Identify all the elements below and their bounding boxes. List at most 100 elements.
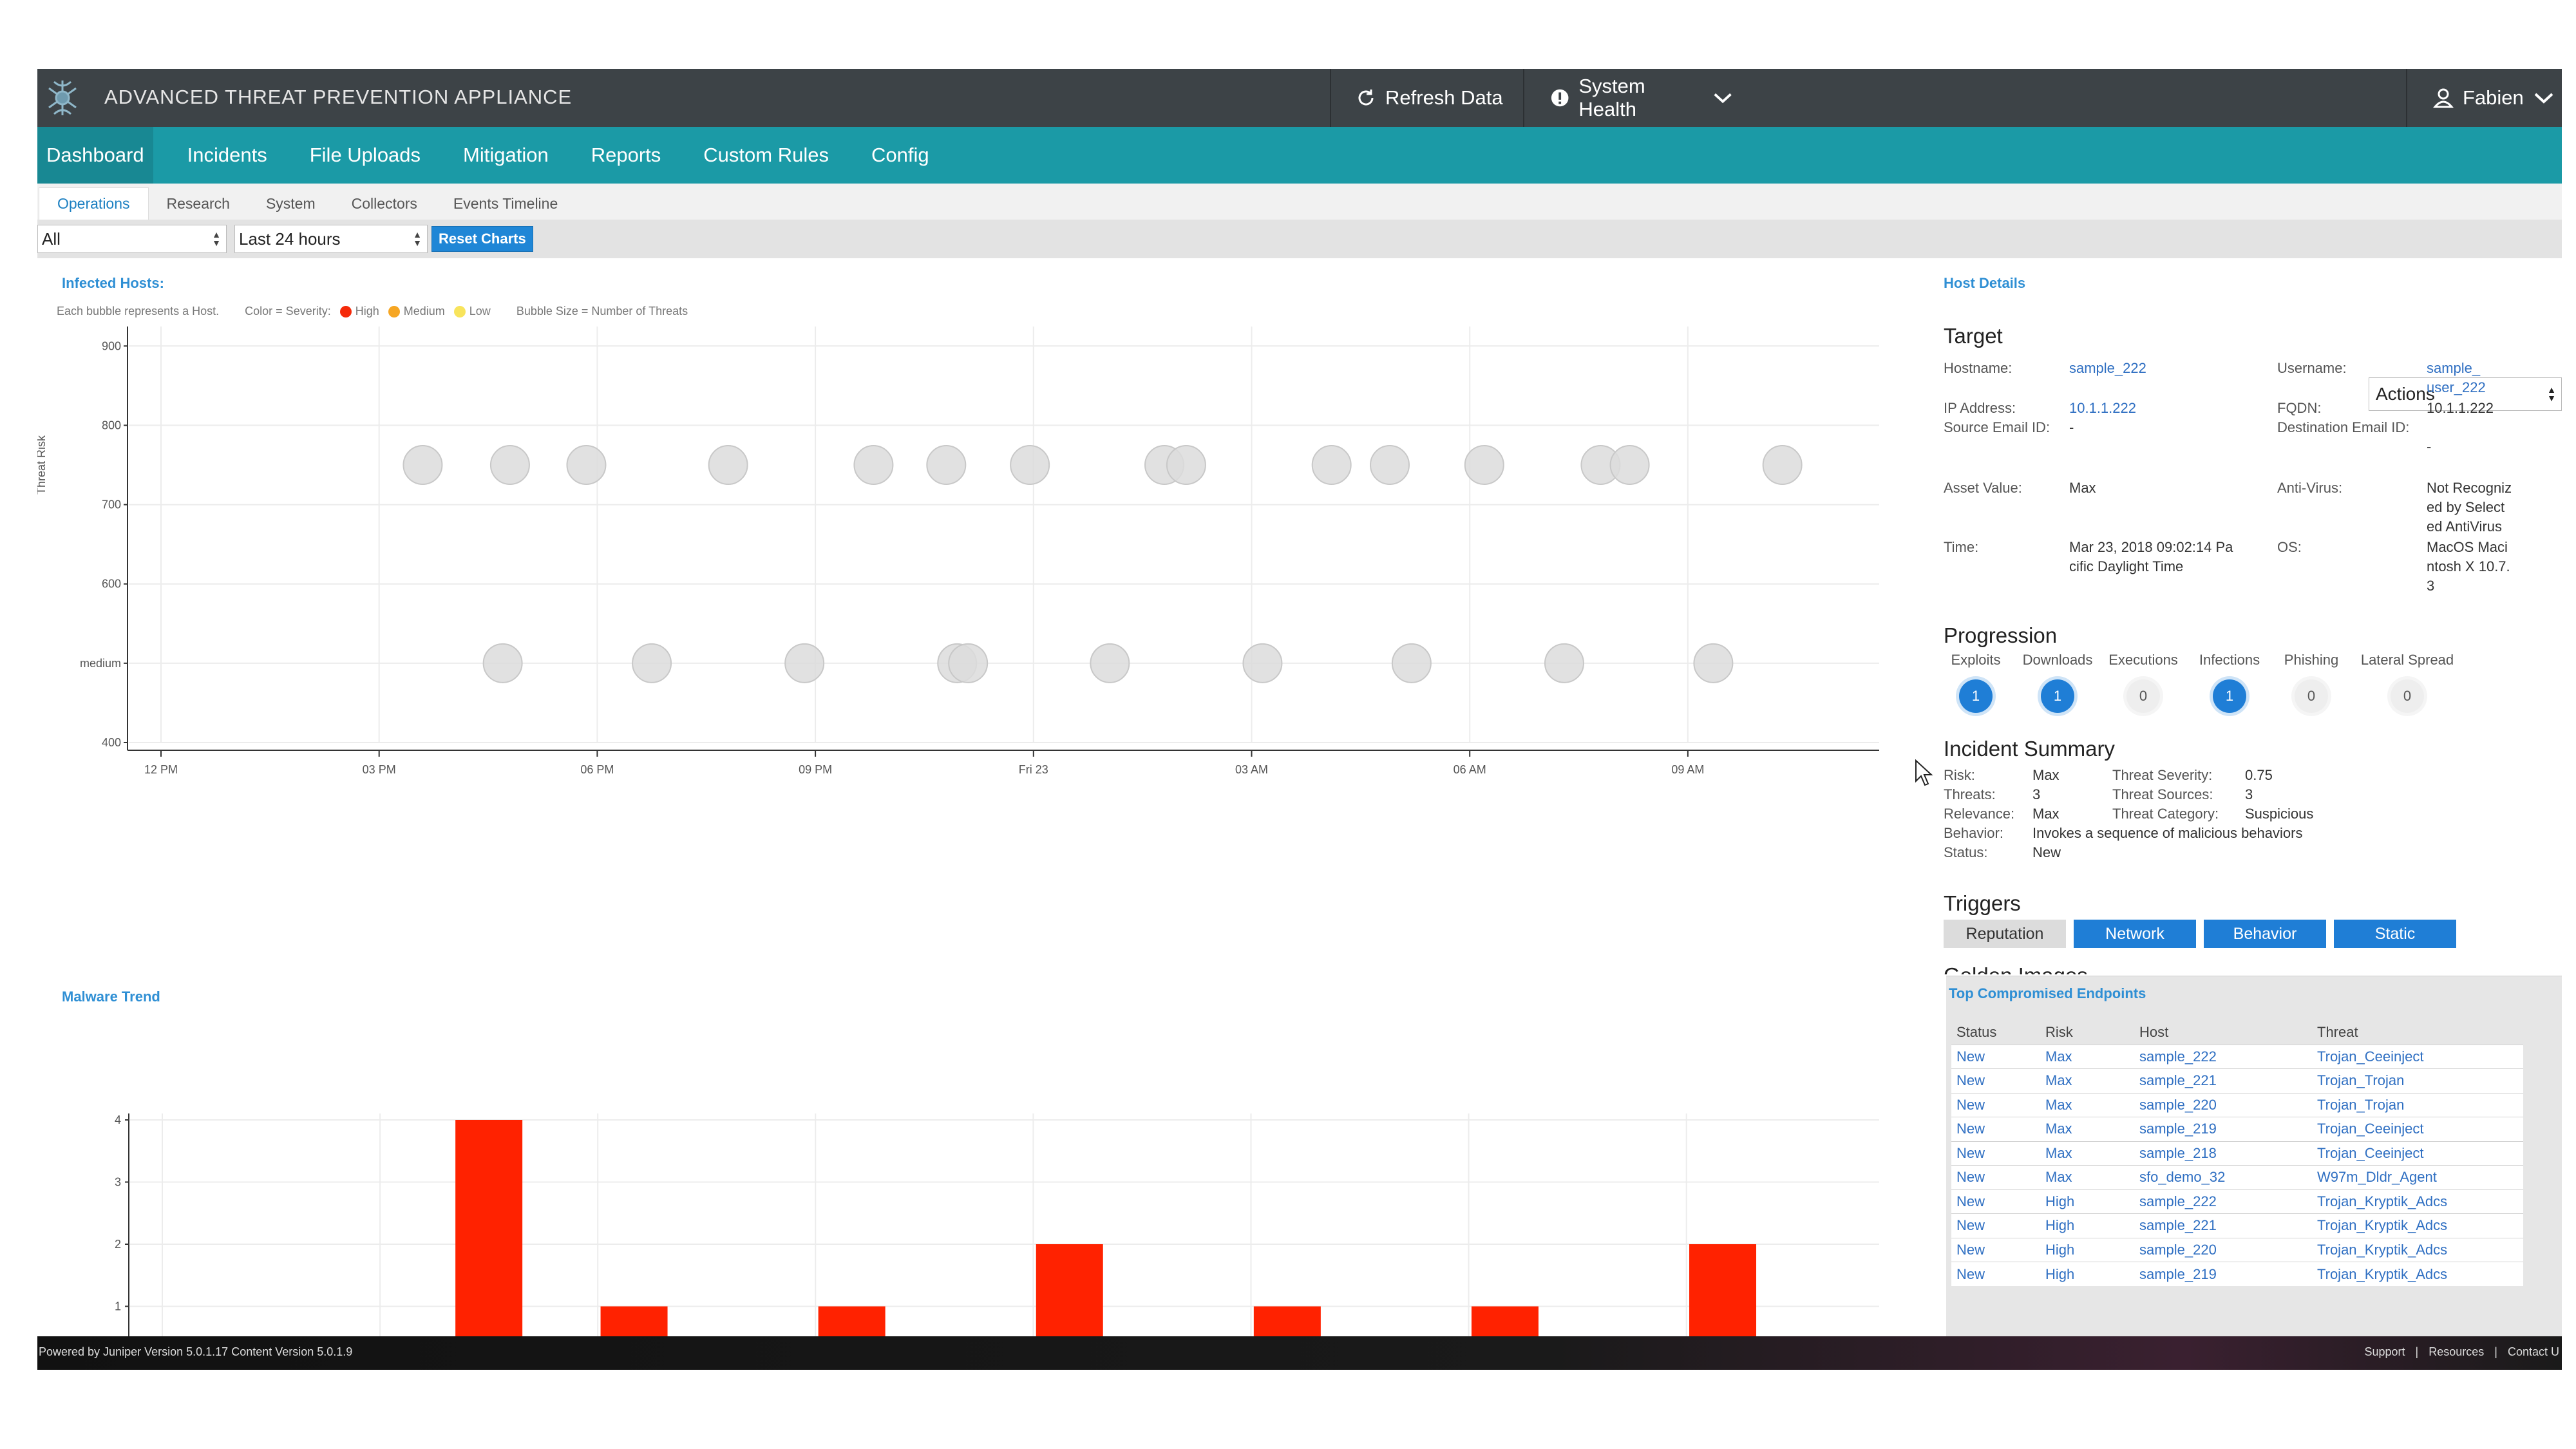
mouse-cursor-icon [1915,759,1933,786]
nav-incidents[interactable]: Incidents [187,144,267,166]
username-value-line2[interactable]: user_222 [2427,379,2486,395]
threat-cell[interactable]: Trojan_Ceeinject [2317,1044,2523,1069]
status-cell[interactable]: New [1951,1165,2045,1189]
trigger-static-button[interactable]: Static [2334,920,2456,948]
antivirus-line3: ed AntiVirus [2427,518,2503,535]
trigger-network-button[interactable]: Network [2074,920,2196,948]
threat-category-label: Threat Category: [2112,806,2219,822]
status-cell[interactable]: New [1951,1213,2045,1238]
status-cell[interactable]: New [1951,1092,2045,1117]
stage-lateral-spread-badge[interactable]: 0 [2391,679,2424,713]
threat-cell[interactable]: Trojan_Kryptik_Adcs [2317,1213,2523,1238]
col-host[interactable]: Host [2139,1023,2169,1040]
host-cell[interactable]: sample_222 [2139,1044,2317,1069]
table-row[interactable]: New Max sample_220 Trojan_Trojan [1951,1092,2523,1117]
refresh-data-button[interactable]: Refresh Data [1330,69,1523,127]
nav-mitigation[interactable]: Mitigation [463,144,549,166]
risk-cell[interactable]: Max [2045,1092,2139,1117]
status-cell[interactable]: New [1951,1044,2045,1069]
host-cell[interactable]: sfo_demo_32 [2139,1165,2317,1189]
os-line3: 3 [2427,578,2435,594]
threat-cell[interactable]: Trojan_Ceeinject [2317,1141,2523,1166]
table-row[interactable]: New Max sfo_demo_32 W97m_Dldr_Agent [1951,1165,2523,1189]
host-cell[interactable]: sample_221 [2139,1068,2317,1093]
status-cell[interactable]: New [1951,1262,2045,1286]
actions-select[interactable]: Actions ▲ ▼ [2369,377,2562,411]
threat-cell[interactable]: Trojan_Trojan [2317,1092,2523,1117]
host-cell[interactable]: sample_219 [2139,1262,2317,1286]
stage-phishing-badge[interactable]: 0 [2295,679,2328,713]
nav-file-uploads[interactable]: File Uploads [309,144,421,166]
footer-link-resources[interactable]: Resources [2429,1345,2485,1358]
risk-cell[interactable]: Max [2045,1044,2139,1069]
time-range-select[interactable]: Last 24 hours ▲ ▼ [234,225,428,253]
threat-cell[interactable]: Trojan_Ceeinject [2317,1117,2523,1141]
host-cell[interactable]: sample_222 [2139,1189,2317,1214]
threat-cell[interactable]: Trojan_Trojan [2317,1068,2523,1093]
risk-cell[interactable]: High [2045,1189,2139,1214]
user-menu[interactable]: Fabien [2406,69,2562,127]
username-value-line1[interactable]: sample_ [2427,360,2481,376]
table-row[interactable]: New Max sample_219 Trojan_Ceeinject [1951,1117,2523,1141]
threat-cell[interactable]: Trojan_Kryptik_Adcs [2317,1262,2523,1286]
risk-label: Risk: [1944,767,1975,783]
reset-charts-button[interactable]: Reset Charts [431,226,533,252]
nav-reports[interactable]: Reports [591,144,661,166]
host-cell[interactable]: sample_218 [2139,1141,2317,1166]
status-cell[interactable]: New [1951,1068,2045,1093]
stage-downloads-badge[interactable]: 1 [2041,679,2074,713]
system-health-menu[interactable]: System Health [1523,69,1742,127]
table-row[interactable]: New High sample_220 Trojan_Kryptik_Adcs [1951,1237,2523,1262]
status-cell[interactable]: New [1951,1117,2045,1141]
col-threat[interactable]: Threat [2317,1023,2358,1040]
threat-cell[interactable]: W97m_Dldr_Agent [2317,1165,2523,1189]
col-status[interactable]: Status [1956,1023,1997,1040]
stage-executions-badge[interactable]: 0 [2126,679,2160,713]
nav-custom-rules[interactable]: Custom Rules [703,144,829,166]
stage-exploits-badge[interactable]: 1 [1959,679,1993,713]
ip-value[interactable]: 10.1.1.222 [2069,400,2136,416]
trigger-reputation-button[interactable]: Reputation [1944,920,2066,948]
stage-infections-badge[interactable]: 1 [2213,679,2246,713]
nav-dashboard[interactable]: Dashboard [37,127,153,184]
tab-system[interactable]: System [265,194,316,212]
tab-operations[interactable]: Operations [39,187,149,220]
risk-cell[interactable]: High [2045,1213,2139,1238]
col-risk[interactable]: Risk [2045,1023,2073,1040]
host-cell[interactable]: sample_219 [2139,1117,2317,1141]
hostname-value[interactable]: sample_222 [2069,360,2146,376]
footer-link-support[interactable]: Support [2364,1345,2405,1358]
threat-cell[interactable]: Trojan_Kryptik_Adcs [2317,1237,2523,1262]
risk-cell[interactable]: Max [2045,1165,2139,1189]
host-cell[interactable]: sample_220 [2139,1092,2317,1117]
table-row[interactable]: New Max sample_222 Trojan_Ceeinject [1951,1044,2523,1069]
table-row[interactable]: New High sample_221 Trojan_Kryptik_Adcs [1951,1213,2523,1238]
status-cell[interactable]: New [1951,1237,2045,1262]
table-row[interactable]: New Max sample_221 Trojan_Trojan [1951,1068,2523,1093]
nav-config[interactable]: Config [871,144,929,166]
scope-select[interactable]: All ▲ ▼ [37,225,227,253]
risk-cell[interactable]: High [2045,1262,2139,1286]
table-row[interactable]: New Max sample_218 Trojan_Ceeinject [1951,1141,2523,1166]
status-cell[interactable]: New [1951,1141,2045,1166]
threat-cell[interactable]: Trojan_Kryptik_Adcs [2317,1189,2523,1214]
tab-collectors[interactable]: Collectors [351,194,417,212]
risk-cell[interactable]: High [2045,1237,2139,1262]
footer-link-contact[interactable]: Contact U [2507,1345,2559,1358]
table-row[interactable]: New High sample_222 Trojan_Kryptik_Adcs [1951,1189,2523,1214]
tab-events-timeline[interactable]: Events Timeline [453,194,558,212]
status-cell[interactable]: New [1951,1189,2045,1214]
risk-cell[interactable]: Max [2045,1068,2139,1093]
host-bubble [632,643,672,683]
host-cell[interactable]: sample_221 [2139,1213,2317,1238]
trigger-behavior-button[interactable]: Behavior [2204,920,2326,948]
system-health-label: System Health [1578,75,1645,120]
host-cell[interactable]: sample_220 [2139,1237,2317,1262]
risk-cell[interactable]: Max [2045,1141,2139,1166]
table-row[interactable]: New High sample_219 Trojan_Kryptik_Adcs [1951,1262,2523,1286]
tab-research[interactable]: Research [166,194,230,212]
risk-cell[interactable]: Max [2045,1117,2139,1141]
dest-email-label: Destination Email ID: [2277,419,2410,435]
